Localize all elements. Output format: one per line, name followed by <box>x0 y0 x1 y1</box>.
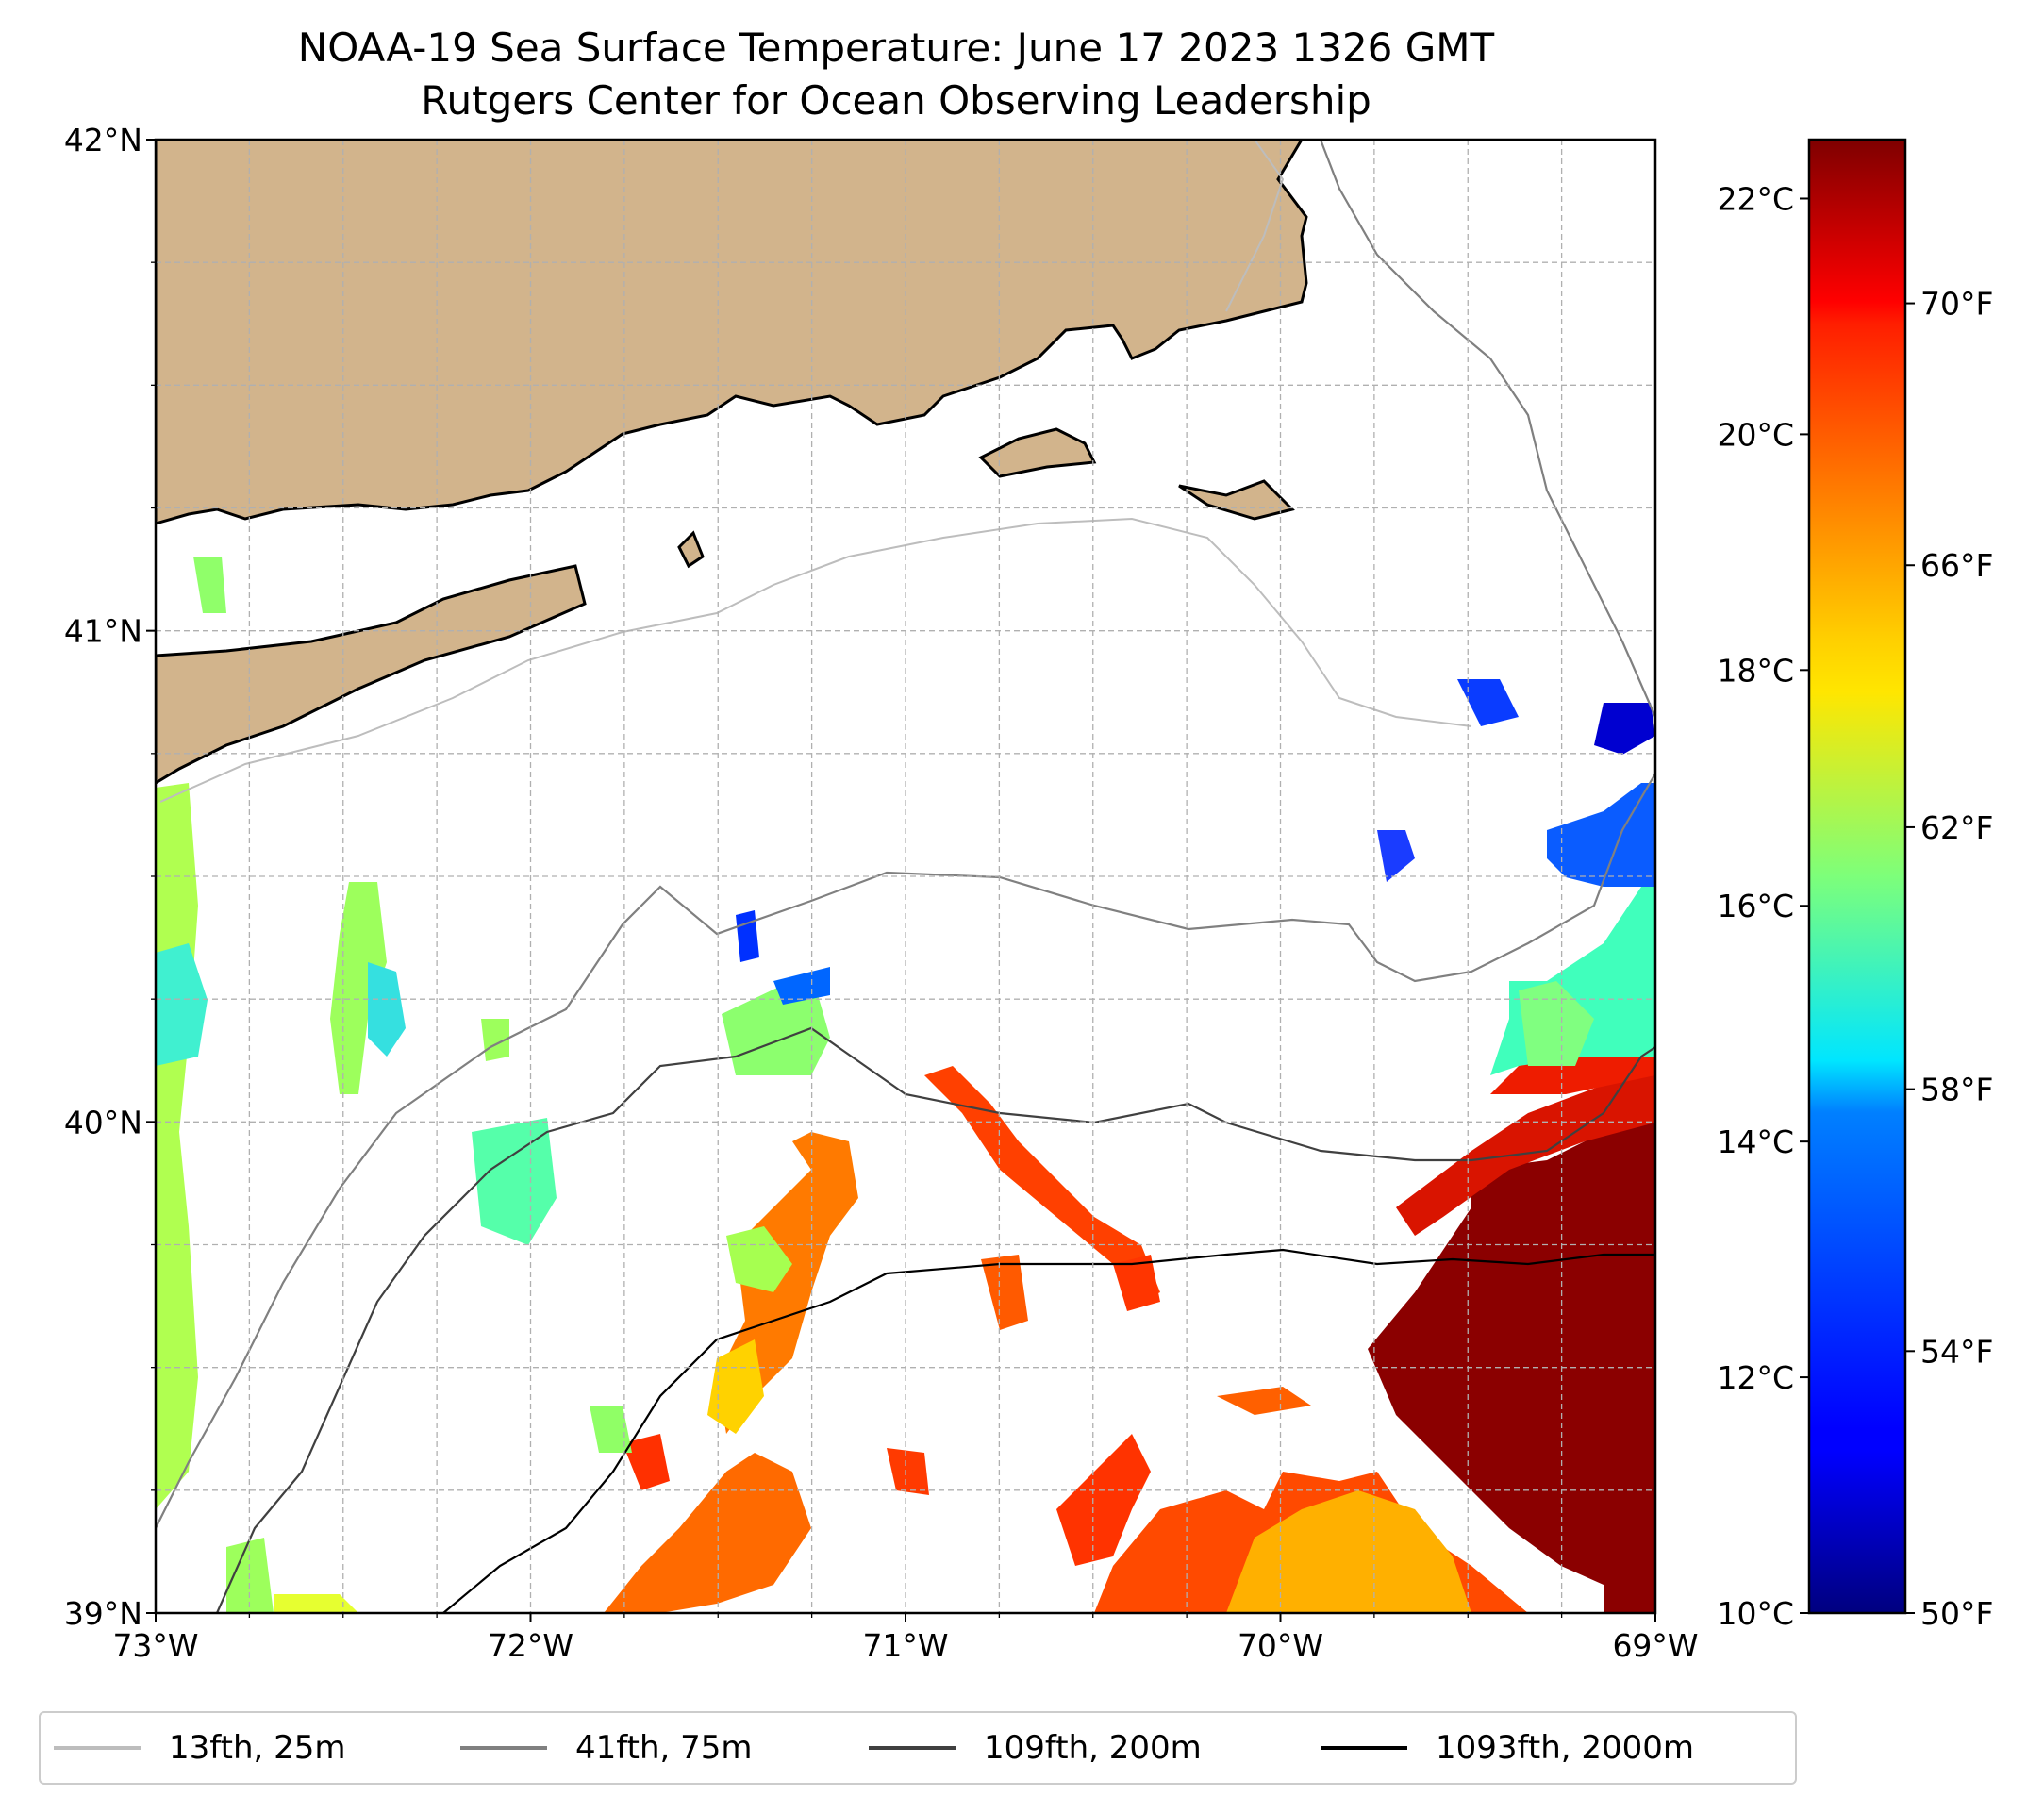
contour-25m-b <box>1225 140 1285 312</box>
sst-patch-yellow-west <box>707 1339 764 1434</box>
sst-patch-blue-b <box>1377 830 1415 882</box>
contour-75m <box>156 773 1655 1529</box>
legend-label: 13fth, 25m <box>169 1729 346 1767</box>
sst-patch-orange-f <box>981 1255 1028 1330</box>
sst-patch-yellow-sw <box>274 1594 358 1613</box>
colorbar: 22°C 20°C 18°C 16°C 14°C 12°C 10°C 70°F 66°F 62°F… <box>1717 138 1993 1632</box>
fahrenheit-tick-label: 70°F <box>1920 286 1993 323</box>
lon-tick-label: 73°W <box>112 1627 198 1664</box>
sst-patch-cyan-c <box>472 1118 557 1245</box>
fahrenheit-tick-label: 66°F <box>1920 547 1993 584</box>
map-title: NOAA-19 Sea Surface Temperature: June 17… <box>297 25 1495 71</box>
lon-tick-label: 71°W <box>862 1627 948 1664</box>
sst-patch-green-d <box>330 882 387 1094</box>
legend-label: 41fth, 75m <box>575 1729 753 1767</box>
sst-patch-orange-g <box>1113 1255 1160 1311</box>
fahrenheit-tick-label: 54°F <box>1920 1333 1993 1370</box>
lat-tick-label: 41°N <box>64 613 142 650</box>
sst-patch-green-nw <box>193 557 226 613</box>
legend-line-swatch <box>54 1746 141 1750</box>
colorbar-ticks: 22°C 20°C 18°C 16°C 14°C 12°C 10°C 70°F 66°F 62°F… <box>1717 180 1993 1632</box>
sst-patch-cyan-west <box>156 943 208 1066</box>
legend-line-swatch <box>460 1746 547 1750</box>
legend-item: 109fth, 200m <box>869 1713 1202 1783</box>
legend-item: 41fth, 75m <box>460 1713 753 1783</box>
axis-ticks: 73°W 72°W 71°W 70°W 69°W 42°N 41°N 40°N 39°N <box>64 122 1699 1664</box>
legend-item: 13fth, 25m <box>54 1713 346 1783</box>
sst-patch-green-small <box>590 1406 632 1453</box>
celsius-tick-label: 22°C <box>1717 180 1794 217</box>
celsius-tick-label: 18°C <box>1717 652 1794 689</box>
legend-label: 1093fth, 2000m <box>1436 1729 1695 1767</box>
land-new-england <box>156 140 1308 525</box>
sst-patch-blue-mid <box>773 967 830 1005</box>
lon-tick-label: 72°W <box>488 1627 573 1664</box>
sst-patch-red-band <box>1396 1066 1655 1236</box>
land-martha-vineyard <box>978 427 1097 478</box>
land-layer <box>156 140 1308 785</box>
legend-label: 109fth, 200m <box>984 1729 1202 1767</box>
legend-line-swatch <box>869 1746 956 1750</box>
lon-tick-label: 70°W <box>1238 1627 1323 1664</box>
contour-200m <box>215 1026 1655 1613</box>
celsius-tick-label: 16°C <box>1717 888 1794 924</box>
fahrenheit-tick-label: 50°F <box>1920 1595 1993 1632</box>
contour-legend: 13fth, 25m 41fth, 75m 109fth, 200m 1093fth,… <box>39 1711 1797 1785</box>
sst-patch-yellow-south <box>1226 1490 1471 1613</box>
sst-patch-green-east <box>1519 981 1594 1066</box>
contour-25m <box>159 517 1472 803</box>
celsius-tick-label: 12°C <box>1717 1359 1794 1396</box>
colorbar-gradient <box>1807 138 1907 1615</box>
fahrenheit-tick-label: 62°F <box>1920 809 1993 846</box>
sst-patch-orange-west-b <box>604 1453 811 1613</box>
sst-patch-blue-east <box>1547 783 1655 887</box>
sst-patch-orange-strip <box>924 1066 1160 1302</box>
sst-patch-green-e <box>481 1019 509 1061</box>
sst-patch-green-c <box>726 1226 792 1292</box>
sst-patch-blue-c <box>736 910 759 962</box>
lat-tick-label: 40°N <box>64 1104 142 1140</box>
grid-layer <box>156 140 1655 1613</box>
sst-patch-orange-h <box>1217 1387 1311 1415</box>
legend-line-swatch <box>1321 1746 1407 1750</box>
map-subtitle: Rutgers Center for Ocean Observing Leade… <box>421 77 1371 124</box>
sst-patch-orange-e <box>887 1448 929 1495</box>
land-block-island <box>677 530 705 569</box>
lat-tick-label: 39°N <box>64 1595 142 1632</box>
lat-tick-label: 42°N <box>64 122 142 158</box>
sst-patch-cyan-e <box>368 962 406 1057</box>
celsius-tick-label: 20°C <box>1717 416 1794 453</box>
fahrenheit-tick-label: 58°F <box>1920 1072 1993 1108</box>
bathymetry-layer <box>156 140 1655 1613</box>
contour-75m-north <box>1319 140 1655 718</box>
sst-patch-navy-east <box>1594 703 1655 755</box>
sst-patch-orange-mid <box>1056 1434 1151 1566</box>
sst-patch-blue-ne <box>1457 679 1519 726</box>
celsius-tick-label: 14°C <box>1717 1123 1794 1160</box>
sst-patch-red-small <box>623 1434 670 1490</box>
contour-2000m <box>442 1248 1655 1613</box>
land-nantucket <box>1178 479 1295 521</box>
legend-item: 1093fth, 2000m <box>1321 1713 1694 1783</box>
lon-tick-label: 69°W <box>1612 1627 1698 1664</box>
celsius-tick-label: 10°C <box>1717 1595 1794 1632</box>
land-long-island <box>156 564 587 785</box>
